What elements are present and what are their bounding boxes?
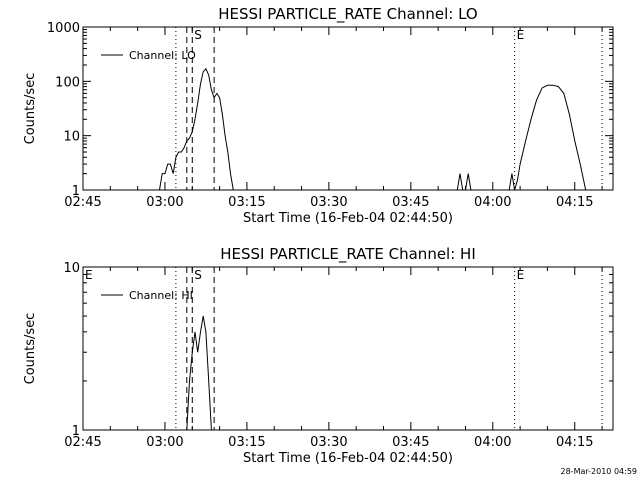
x-tick-label: 04:00 xyxy=(474,435,511,450)
series-line xyxy=(514,84,587,191)
series-line xyxy=(159,67,234,191)
y-tick-label: 1 xyxy=(72,424,80,439)
chart-panel-1: HESSI PARTICLE_RATE Channel: LO 02:45 03:0… xyxy=(23,5,614,226)
x-tick-label: 04:15 xyxy=(556,435,593,450)
series-line xyxy=(186,316,212,431)
x-tick-label: 03:15 xyxy=(228,195,265,210)
x-tick-label: 02:45 xyxy=(64,435,101,450)
y-tick-label: 1000 xyxy=(47,21,80,36)
series-line xyxy=(508,173,516,191)
series-line xyxy=(456,173,464,191)
x-tick-label: 03:15 xyxy=(228,435,265,450)
chart-title: HESSI PARTICLE_RATE Channel: LO xyxy=(218,5,477,24)
x-tick-label: 03:45 xyxy=(392,435,429,450)
y-axis-label: Counts/sec xyxy=(23,73,38,145)
chart-panel-2: HESSI PARTICLE_RATE Channel: HI 02:45 03:0… xyxy=(23,245,614,466)
x-tick-label: 04:15 xyxy=(556,195,593,210)
legend-entry: Channel: LO xyxy=(129,49,196,62)
x-tick-label: 03:00 xyxy=(146,435,183,450)
plot-frame xyxy=(82,26,614,191)
chart-title: HESSI PARTICLE_RATE Channel: HI xyxy=(220,245,476,264)
event-marker-label: E xyxy=(517,28,525,42)
y-axis-label: Counts/sec xyxy=(23,313,38,385)
event-marker-label: S xyxy=(194,28,202,42)
footer-timestamp: 28-Mar-2010 04:59 xyxy=(560,467,638,476)
x-axis-label: Start Time (16-Feb-04 02:44:50) xyxy=(243,211,453,226)
event-marker-label: S xyxy=(194,268,202,282)
x-tick-label: 03:00 xyxy=(146,195,183,210)
x-tick-label: 03:45 xyxy=(392,195,429,210)
x-tick-label: 03:30 xyxy=(310,195,347,210)
x-axis-label: Start Time (16-Feb-04 02:44:50) xyxy=(243,451,453,466)
series-line xyxy=(465,173,472,191)
plot-frame xyxy=(82,266,614,431)
event-marker-label: E xyxy=(85,268,93,282)
y-tick-label: 10 xyxy=(63,261,80,276)
y-tick-label: 10 xyxy=(63,130,80,145)
y-tick-label: 1 xyxy=(72,184,80,199)
x-tick-label: 03:30 xyxy=(310,435,347,450)
event-marker-label: E xyxy=(517,268,525,282)
x-tick-label: 02:45 xyxy=(64,195,101,210)
y-tick-label: 100 xyxy=(55,75,80,90)
x-tick-label: 04:00 xyxy=(474,195,511,210)
legend-entry: Channel: HI xyxy=(129,289,193,302)
